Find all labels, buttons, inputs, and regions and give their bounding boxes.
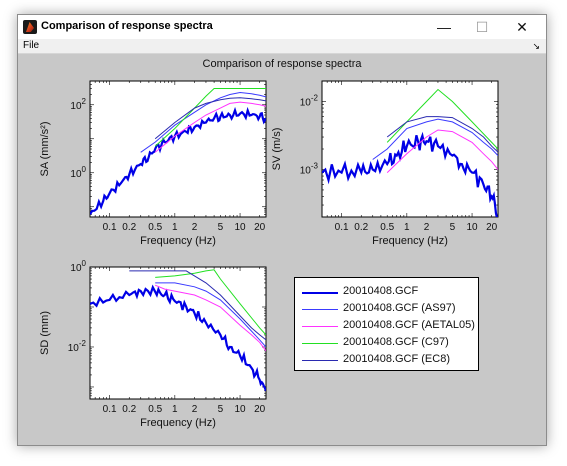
x-tick-label: 20 (486, 222, 498, 233)
maximize-button[interactable]: ☐ (475, 19, 489, 35)
legend[interactable]: 20010408.GCF 20010408.GCF (AS97) 20010408.… (294, 277, 479, 371)
axes-sv[interactable]: 0.1 0.2 0.5 1 2 5 10 20 10-3 10-2 Frequency (Hz) SV… (271, 80, 499, 247)
figure-window: Comparison of response spectra — ☐ ✕ Fil… (17, 14, 547, 446)
x-tick-label: 20 (254, 404, 266, 415)
x-tick-label: 0.1 (335, 222, 349, 233)
y-tick-label: 10-3 (300, 161, 319, 176)
menu-file[interactable]: File (23, 40, 40, 51)
x-tick-label: 5 (218, 404, 224, 415)
series-sd-2 (155, 284, 266, 352)
legend-item[interactable]: 20010408.GCF (AETAL05) (295, 318, 478, 334)
legend-swatch (302, 309, 338, 310)
title-bar[interactable]: Comparison of response spectra — ☐ ✕ (18, 15, 546, 39)
x-tick-label: 1 (404, 222, 410, 233)
x-tick-label: 0.1 (103, 222, 117, 233)
x-tick-label: 1 (172, 404, 178, 415)
x-tick-label: 0.2 (122, 222, 136, 233)
y-axis-label: SA (mm/s²) (39, 122, 51, 177)
x-tick-label: 2 (424, 222, 430, 233)
x-tick-label: 10 (466, 222, 478, 233)
x-axis-label: Frequency (Hz) (140, 235, 216, 247)
legend-label: 20010408.GCF (C97) (343, 336, 449, 348)
x-tick-label: 0.1 (103, 404, 117, 415)
y-tick-label: 100 (70, 165, 86, 180)
series-sa-2 (154, 101, 266, 153)
y-tick-label: 10-2 (68, 339, 87, 354)
series-sv-3 (386, 88, 498, 150)
minimize-button[interactable]: — (437, 19, 451, 35)
series-sa-4 (154, 97, 266, 140)
series-sa-1 (140, 91, 266, 153)
x-tick-label: 10 (234, 222, 246, 233)
matlab-icon (23, 20, 37, 34)
x-tick-label: 5 (218, 222, 224, 233)
menu-bar: File ↘ (18, 39, 546, 54)
legend-item[interactable]: 20010408.GCF (AS97) (295, 301, 478, 317)
series-sd-0 (90, 284, 266, 392)
window-title: Comparison of response spectra (41, 20, 213, 32)
axes-sd[interactable]: 0.1 0.2 0.5 1 2 5 10 20 10-2 100 Frequency (Hz) SD … (39, 259, 267, 429)
axes-sa[interactable]: 0.1 0.2 0.5 1 2 5 10 20 100 102 Frequency (Hz) SA (… (39, 80, 267, 247)
legend-item[interactable]: 20010408.GCF (C97) (295, 335, 478, 351)
series-sv-1 (372, 118, 498, 160)
plot-area-sd (89, 266, 267, 400)
y-tick-label: 102 (70, 97, 86, 112)
plot-area-sv (321, 80, 499, 218)
series-sd-1 (155, 282, 266, 348)
legend-swatch (302, 360, 338, 361)
x-tick-label: 0.5 (380, 222, 394, 233)
legend-label: 20010408.GCF (AETAL05) (343, 319, 475, 331)
series-sd-3 (155, 269, 266, 336)
x-tick-label: 20 (254, 222, 266, 233)
series-sv-2 (386, 129, 498, 173)
y-axis-label: SD (mm) (39, 311, 51, 355)
x-axis-label: Frequency (Hz) (140, 417, 216, 429)
figure-title: Comparison of response spectra (202, 58, 362, 70)
dock-arrow-icon[interactable]: ↘ (532, 41, 540, 51)
x-tick-label: 2 (192, 222, 198, 233)
x-axis-label: Frequency (Hz) (372, 235, 448, 247)
x-tick-label: 5 (450, 222, 456, 233)
legend-swatch (302, 292, 338, 294)
legend-item[interactable]: 20010408.GCF (295, 284, 478, 300)
legend-label: 20010408.GCF (EC8) (343, 353, 450, 365)
legend-label: 20010408.GCF (AS97) (343, 302, 456, 314)
y-axis-label: SV (m/s) (271, 128, 283, 171)
series-sv-0 (322, 131, 498, 217)
legend-item[interactable]: 20010408.GCF (EC8) (295, 352, 478, 368)
x-tick-label: 0.2 (122, 404, 136, 415)
x-tick-label: 0.5 (148, 404, 162, 415)
close-button[interactable]: ✕ (516, 19, 528, 35)
series-sd-4 (129, 270, 266, 341)
y-tick-label: 10-2 (300, 93, 319, 108)
y-tick-label: 100 (70, 259, 86, 274)
x-tick-label: 0.5 (148, 222, 162, 233)
legend-label: 20010408.GCF (343, 285, 419, 297)
legend-swatch (302, 326, 338, 327)
series-sa-0 (90, 106, 266, 215)
legend-swatch (302, 343, 338, 344)
x-tick-label: 10 (234, 404, 246, 415)
x-tick-label: 2 (192, 404, 198, 415)
series-sa-3 (154, 88, 266, 147)
x-tick-label: 0.2 (354, 222, 368, 233)
plot-area-sa (89, 80, 267, 218)
series-sv-4 (386, 116, 498, 153)
x-tick-label: 1 (172, 222, 178, 233)
